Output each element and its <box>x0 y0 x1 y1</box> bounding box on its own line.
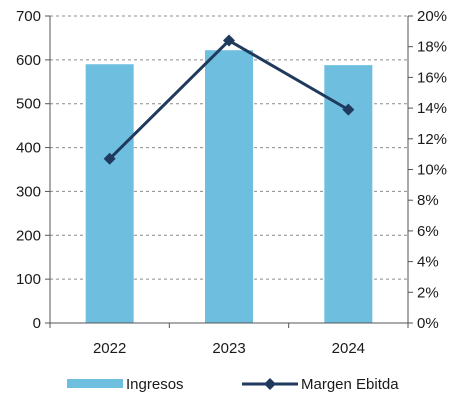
right-tick-label: 2% <box>417 284 439 301</box>
right-tick-label: 20% <box>417 8 447 25</box>
right-tick-label: 10% <box>417 162 447 179</box>
x-tick-label: 2024 <box>332 340 365 357</box>
right-axis-ticks: 0% 2% 4% 6% 8% 10% 12% 14% 16% 18% 20% <box>408 8 447 332</box>
legend-label-ingresos: Ingresos <box>126 376 184 393</box>
left-tick-label: 100 <box>16 271 41 288</box>
legend-label-margen: Margen Ebitda <box>301 376 399 393</box>
left-tick-label: 0 <box>33 315 41 332</box>
left-tick-label: 700 <box>16 8 41 25</box>
right-tick-label: 12% <box>417 131 447 148</box>
line-series <box>103 34 355 165</box>
legend-marker-margen <box>264 378 276 390</box>
right-tick-label: 8% <box>417 192 439 209</box>
marker-margen-2022 <box>103 152 116 165</box>
left-tick-label: 500 <box>16 96 41 113</box>
left-tick-label: 300 <box>16 183 41 200</box>
right-tick-label: 6% <box>417 223 439 240</box>
left-axis-ticks: 0 100 200 300 400 500 600 700 <box>16 8 50 332</box>
x-axis-ticks: 2022 2023 2024 <box>49 323 409 357</box>
right-tick-label: 4% <box>417 254 439 271</box>
x-tick-label: 2023 <box>212 340 245 357</box>
right-tick-label: 16% <box>417 69 447 86</box>
left-tick-label: 400 <box>16 140 41 157</box>
right-tick-label: 0% <box>417 315 439 332</box>
right-tick-label: 14% <box>417 100 447 117</box>
legend-swatch-ingresos <box>67 379 123 388</box>
x-tick-label: 2022 <box>93 340 126 357</box>
marker-margen-2023 <box>223 34 235 47</box>
marker-margen-2024 <box>342 103 355 116</box>
bar-series <box>85 50 373 324</box>
right-tick-label: 18% <box>417 39 447 56</box>
left-tick-label: 200 <box>16 227 41 244</box>
bar-ingresos-2023 <box>205 50 253 324</box>
legend: Ingresos Margen Ebitda <box>67 376 399 393</box>
left-tick-label: 600 <box>16 52 41 69</box>
bar-ingresos-2022 <box>85 64 134 323</box>
